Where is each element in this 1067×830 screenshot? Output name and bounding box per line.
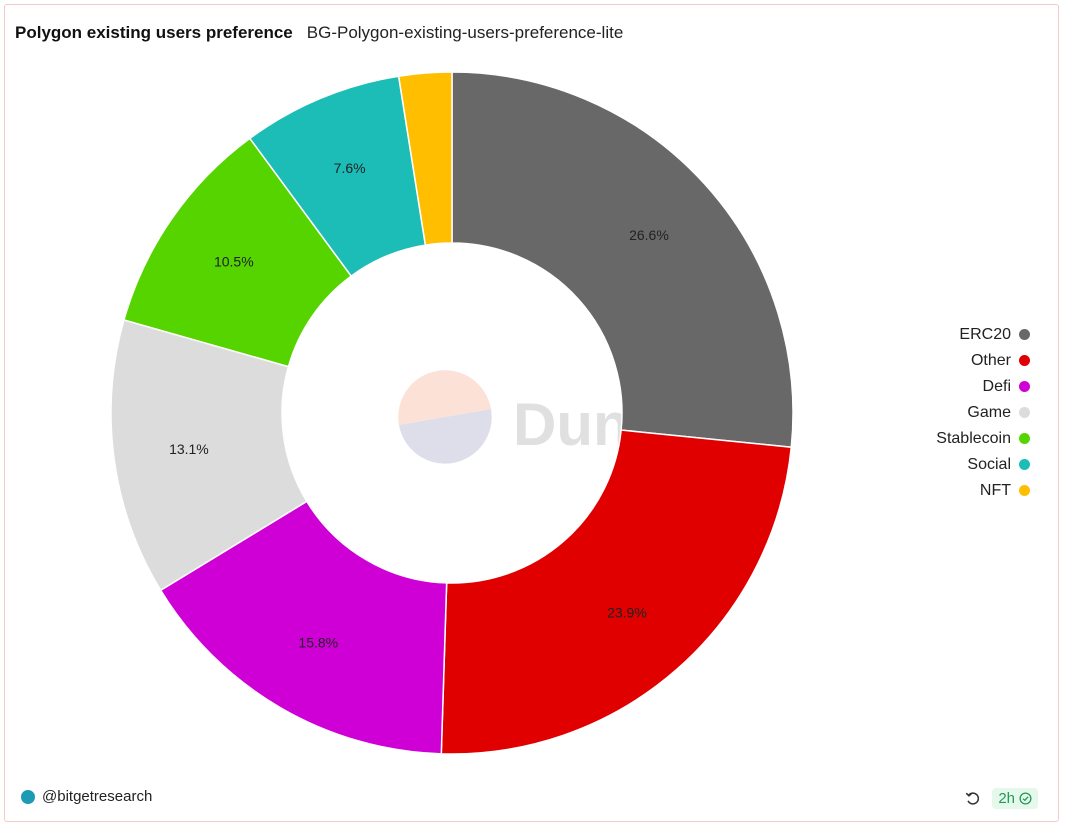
legend-item-social[interactable]: Social — [967, 455, 1030, 474]
slice-nft[interactable] — [397, 71, 453, 246]
legend-item-defi[interactable]: Defi — [983, 377, 1030, 396]
chart-title: Polygon existing users preference — [15, 23, 293, 42]
slice-defi[interactable] — [159, 500, 448, 755]
slice-label-social: 7.6% — [334, 160, 366, 176]
legend-label: Defi — [982, 377, 1011, 395]
chart-legend: ERC20 Other Defi Game Stablecoin Social NFT — [936, 325, 1030, 500]
legend-dot-icon — [1019, 355, 1030, 366]
dune-logo-top-icon — [398, 370, 491, 425]
legend-item-nft[interactable]: NFT — [980, 481, 1030, 500]
check-circle-icon — [1019, 792, 1032, 805]
legend-item-stablecoin[interactable]: Stablecoin — [936, 429, 1030, 448]
chart-subtitle: BG-Polygon-existing-users-preference-lit… — [306, 23, 624, 42]
legend-dot-icon — [1019, 407, 1030, 418]
chart-card: Polygon existing users preference BG-Pol… — [4, 4, 1059, 822]
legend-dot-icon — [1019, 485, 1030, 496]
slice-label-stablecoin: 10.5% — [214, 254, 254, 270]
legend-dot-icon — [1019, 433, 1030, 444]
slice-label-erc20: 26.6% — [629, 227, 669, 243]
author-avatar-icon — [21, 789, 35, 804]
footer-status: 2h — [964, 788, 1038, 809]
legend-dot-icon — [1019, 459, 1030, 470]
author-name[interactable]: @bitgetresearch — [42, 788, 153, 805]
data-age-badge: 2h — [992, 788, 1038, 809]
legend-label: Other — [970, 351, 1011, 369]
legend-label: NFT — [979, 481, 1011, 499]
author-tag[interactable]: @bitgetresearch — [21, 788, 152, 805]
slice-erc20[interactable] — [451, 71, 794, 449]
slice-game[interactable] — [110, 318, 308, 592]
slice-label-other: 23.9% — [607, 605, 647, 621]
legend-label: ERC20 — [959, 325, 1011, 343]
refresh-icon[interactable] — [964, 790, 982, 808]
legend-item-other[interactable]: Other — [971, 351, 1030, 370]
slice-label-game: 13.1% — [169, 441, 209, 457]
dune-logo-bottom-icon — [399, 409, 492, 464]
legend-label: Social — [967, 455, 1011, 473]
legend-item-erc20[interactable]: ERC20 — [959, 325, 1030, 344]
legend-item-game[interactable]: Game — [967, 403, 1030, 422]
legend-label: Stablecoin — [936, 429, 1011, 447]
legend-label: Game — [967, 403, 1011, 421]
legend-dot-icon — [1019, 381, 1030, 392]
data-age-text: 2h — [998, 790, 1015, 807]
legend-dot-icon — [1019, 329, 1030, 340]
slice-other[interactable] — [440, 429, 793, 755]
chart-header: Polygon existing users preference BG-Pol… — [15, 23, 623, 43]
slice-label-defi: 15.8% — [298, 634, 338, 650]
